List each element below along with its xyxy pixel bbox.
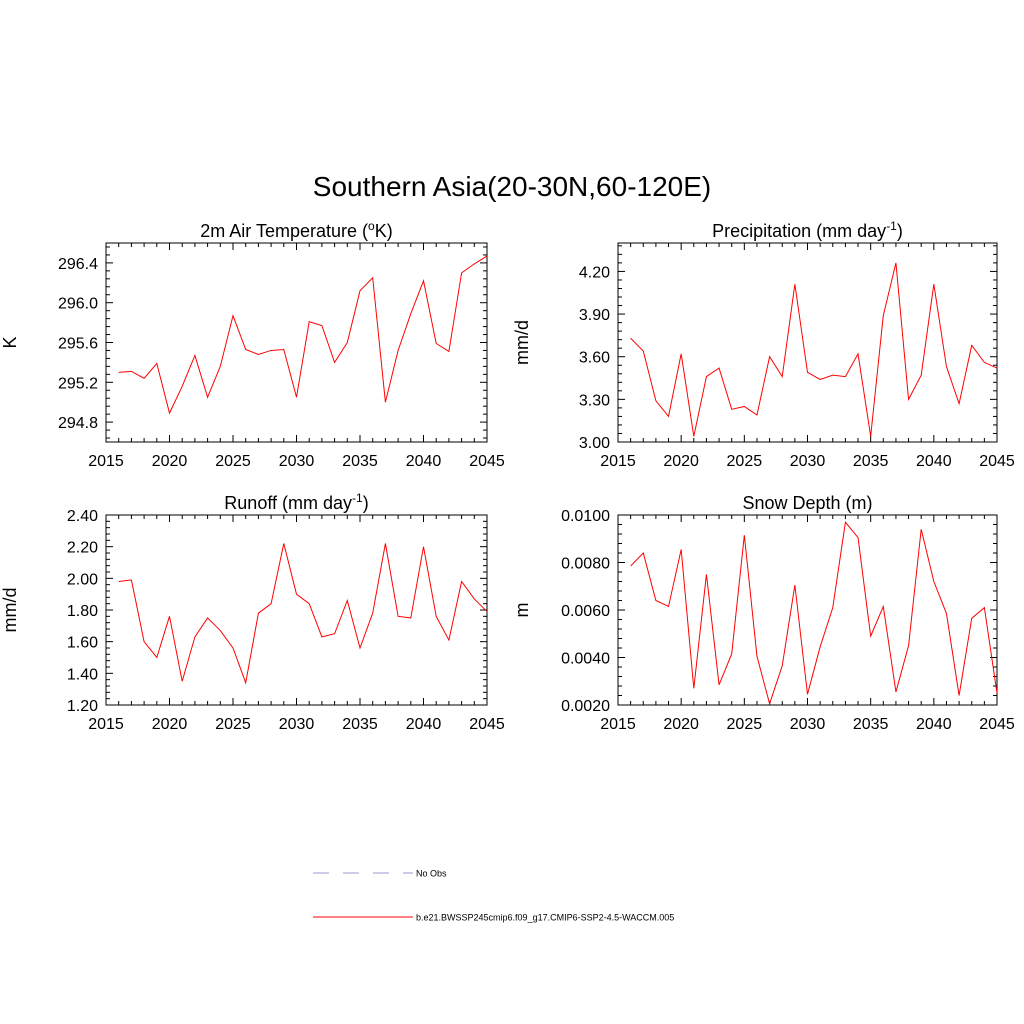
y-tick-label: 0.0020	[561, 698, 610, 715]
x-tick-label: 2030	[790, 716, 826, 733]
x-tick-label: 2015	[88, 716, 124, 733]
y-tick-label: 2.00	[67, 571, 98, 588]
y-axis-label-snow-depth: m	[512, 603, 532, 618]
x-tick-label: 2025	[727, 716, 763, 733]
panel-title-snow-depth: Snow Depth (m)	[742, 493, 872, 513]
y-tick-label: 1.20	[67, 698, 98, 715]
chart-panel-precipitation: Precipitation (mm day-1) 2015 2020 2025 2030…	[512, 219, 1015, 470]
x-tick-label: 2040	[916, 453, 952, 470]
x-tick-label: 2020	[152, 716, 188, 733]
y-tick-label: 296.4	[58, 256, 98, 273]
panel-title-air-temperature: 2m Air Temperature (oK)	[200, 219, 392, 241]
y-tick-label: 1.60	[67, 635, 98, 652]
panels: 2m Air Temperature (oK)2015 2020 2025 2030 2…	[0, 219, 1015, 733]
series-line-snow-depth	[630, 520, 998, 706]
series-line-runoff	[118, 543, 488, 685]
y-tick-label: 3.60	[579, 350, 610, 367]
x-tick-label: 2045	[469, 453, 505, 470]
panel-title-suffix: )	[363, 493, 369, 513]
y-tick-label: 4.20	[579, 264, 610, 281]
panel-title-suffix: K)	[375, 221, 393, 241]
x-tick-label: 2015	[600, 716, 636, 733]
x-tick-label: 2035	[853, 453, 889, 470]
panel-title-runoff: Runoff (mm day-1)	[224, 491, 368, 513]
panel-title-superscript: -1	[352, 491, 363, 505]
y-tick-label: 295.6	[58, 336, 98, 353]
panel-title-superscript: o	[368, 219, 375, 233]
x-tick-label: 2045	[979, 453, 1015, 470]
chart-panel-runoff: Runoff (mm day-1) 2015 2020 2025 2030 2035 204…	[0, 491, 505, 733]
panel-title-suffix: )	[897, 221, 903, 241]
x-tick-label: 2015	[88, 453, 124, 470]
series-line-precipitation	[630, 262, 998, 437]
x-tick-label: 2020	[663, 453, 699, 470]
x-tick-label: 2035	[342, 453, 378, 470]
y-tick-label: 0.0080	[561, 556, 610, 573]
panel-title-text: 2m Air Temperature (	[200, 221, 368, 241]
y-tick-label: 295.2	[58, 375, 98, 392]
panel-title-text: Runoff (mm day	[224, 493, 352, 513]
y-tick-label: 2.40	[67, 508, 98, 525]
y-tick-label: 0.0100	[561, 508, 610, 525]
x-tick-label: 2030	[279, 716, 315, 733]
y-tick-label: 0.0040	[561, 651, 610, 668]
chart-panel-air-temperature: 2m Air Temperature (oK) 2015 2020 2025 2030 2…	[0, 219, 505, 470]
x-tick-label: 2045	[979, 716, 1015, 733]
x-tick-label: 2040	[916, 716, 952, 733]
y-axis-label-air-temperature: K	[0, 336, 20, 348]
y-tick-label: 2.20	[67, 540, 98, 557]
y-tick-label: 3.30	[579, 392, 610, 409]
panel-title-text: Snow Depth (m)	[742, 493, 872, 513]
x-tick-label: 2025	[215, 453, 251, 470]
y-tick-label: 294.8	[58, 415, 98, 432]
x-tick-label: 2040	[406, 453, 442, 470]
x-tick-label: 2025	[727, 453, 763, 470]
y-tick-label: 1.40	[67, 666, 98, 683]
panel-title-superscript: -1	[886, 219, 897, 233]
legend-label-no-obs: No Obs	[416, 869, 447, 879]
chart-panel-snow-depth: Snow Depth (m) 2015 2020 2025 2030 2035 2040 20…	[512, 493, 1015, 733]
x-tick-label: 2035	[853, 716, 889, 733]
x-tick-label: 2030	[790, 453, 826, 470]
x-tick-label: 2035	[342, 716, 378, 733]
y-tick-label: 3.90	[579, 307, 610, 324]
y-tick-label: 3.00	[579, 435, 610, 452]
legend-label-model: b.e21.BWSSP245cmip6.f09_g17.CMIP6-SSP2-4…	[416, 913, 674, 923]
panel-title-text: Precipitation (mm day	[712, 221, 886, 241]
x-tick-label: 2015	[600, 453, 636, 470]
x-tick-label: 2040	[406, 716, 442, 733]
x-tick-label: 2020	[663, 716, 699, 733]
y-tick-label: 296.0	[58, 296, 98, 313]
x-tick-label: 2020	[152, 453, 188, 470]
y-axis-label-runoff: mm/d	[0, 588, 20, 633]
y-axis-label-precipitation: mm/d	[512, 320, 532, 365]
figure-title: Southern Asia(20-30N,60-120E)	[313, 171, 711, 202]
y-tick-label: 0.0060	[561, 603, 610, 620]
legend: No Obs b.e21.BWSSP245cmip6.f09_g17.CMIP6…	[313, 869, 674, 923]
x-tick-label: 2045	[469, 716, 505, 733]
x-tick-label: 2025	[215, 716, 251, 733]
y-tick-label: 1.80	[67, 603, 98, 620]
panel-title-precipitation: Precipitation (mm day-1)	[712, 219, 903, 241]
x-tick-label: 2030	[279, 453, 315, 470]
series-line-air-temperature	[118, 255, 488, 415]
